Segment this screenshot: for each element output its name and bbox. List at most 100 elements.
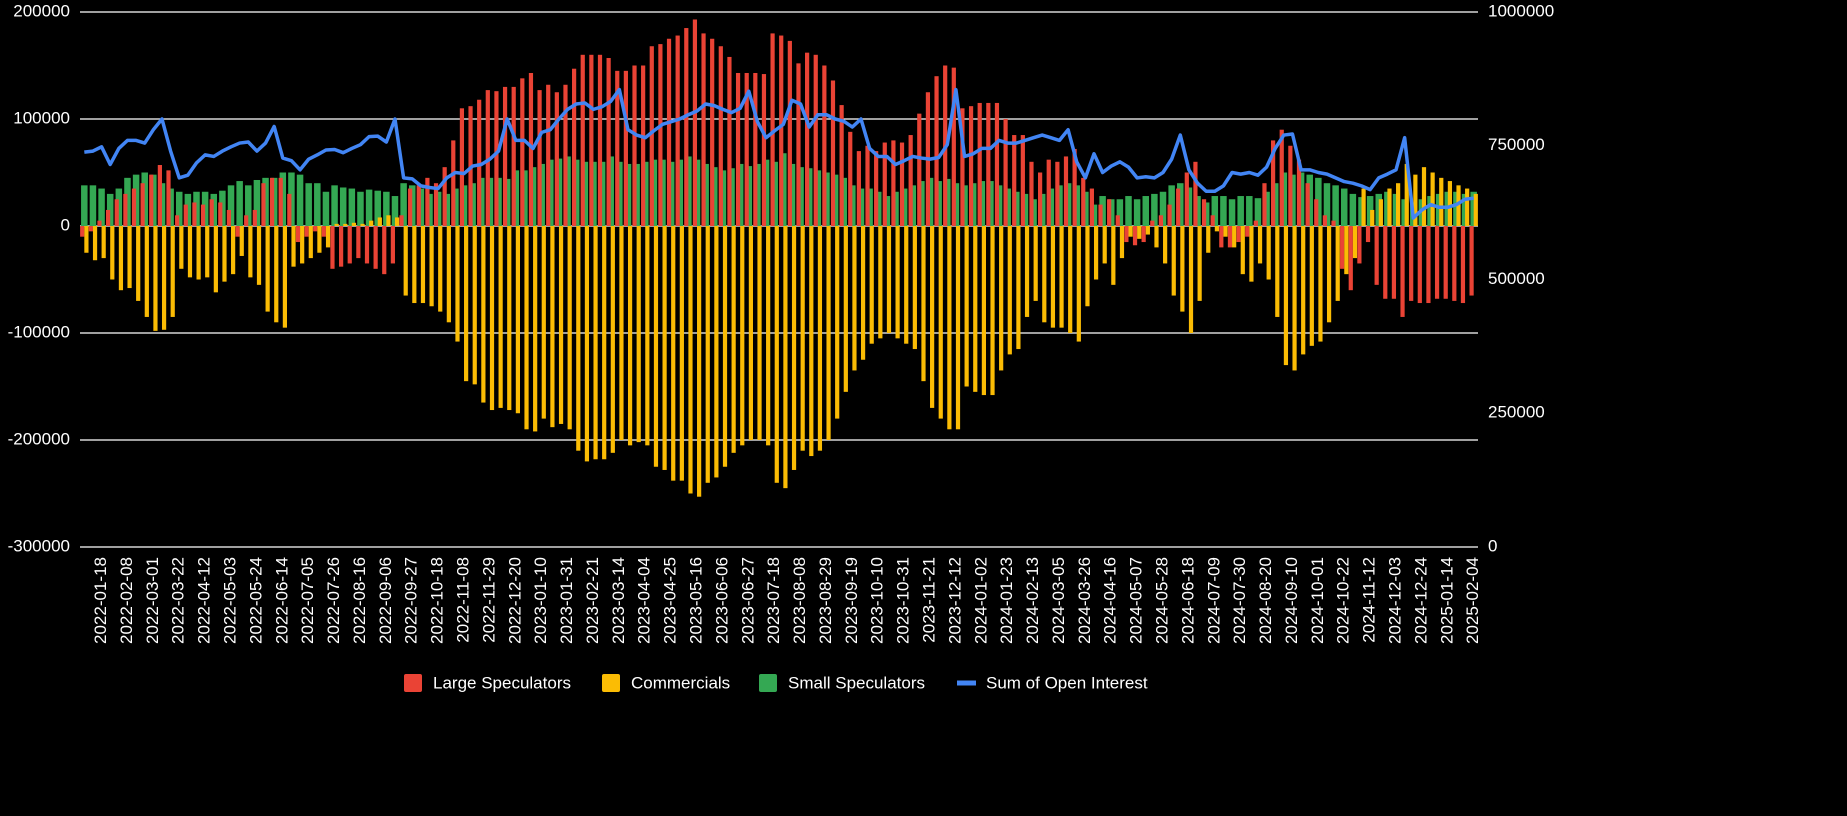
bar — [1024, 226, 1030, 317]
bar — [314, 183, 321, 226]
bar — [796, 63, 801, 226]
bar — [731, 226, 736, 453]
bar — [1220, 196, 1227, 226]
x-tick-label: 2023-04-25 — [661, 557, 680, 644]
bar — [1331, 220, 1336, 226]
bar — [1102, 226, 1107, 264]
bar — [727, 56, 732, 226]
bar — [205, 226, 210, 278]
bar — [1047, 188, 1055, 226]
bar — [97, 220, 102, 226]
bar — [1262, 183, 1267, 226]
x-tick-label: 2023-02-21 — [583, 557, 602, 644]
bar — [1348, 226, 1353, 291]
bar — [472, 226, 477, 385]
bar — [305, 183, 312, 226]
bar — [253, 179, 261, 226]
bar — [114, 199, 119, 226]
bar — [80, 226, 85, 237]
bar — [244, 215, 249, 226]
bar — [735, 72, 741, 227]
bar — [507, 226, 512, 411]
bar — [990, 226, 995, 396]
bar — [451, 140, 456, 226]
bar — [1309, 226, 1314, 346]
bar — [1133, 199, 1141, 226]
bar — [494, 91, 499, 227]
bar — [351, 222, 357, 226]
bar — [1426, 226, 1431, 304]
bar — [1246, 196, 1253, 226]
bar — [1116, 199, 1124, 226]
bar — [1076, 226, 1081, 342]
x-tick-label: 2022-04-12 — [195, 557, 214, 644]
bar — [1050, 226, 1056, 328]
bar — [498, 226, 503, 408]
bar — [632, 65, 637, 226]
bar — [144, 226, 149, 317]
bar — [382, 226, 387, 275]
bar — [1055, 161, 1060, 226]
bar — [1365, 226, 1371, 243]
bar — [399, 215, 404, 226]
bar — [567, 226, 572, 430]
bar — [779, 35, 784, 226]
bar — [584, 226, 590, 462]
legend-label: Small Speculators — [788, 673, 925, 692]
bar — [960, 108, 965, 226]
bar — [848, 131, 853, 226]
bar — [999, 226, 1004, 371]
bar — [356, 226, 361, 259]
bar — [1396, 183, 1401, 226]
bar — [1275, 226, 1280, 317]
bar — [1030, 199, 1037, 226]
bar — [744, 72, 749, 227]
bar — [1335, 226, 1340, 301]
x-tick-label: 2024-02-13 — [1023, 557, 1042, 644]
bar — [1439, 177, 1444, 226]
bar — [1469, 226, 1474, 296]
bar — [1193, 161, 1198, 226]
bar — [1068, 226, 1073, 333]
bar — [697, 226, 702, 497]
bar — [161, 226, 167, 330]
bar — [1378, 199, 1383, 226]
bar — [817, 226, 823, 451]
bar — [904, 226, 909, 344]
bar — [865, 145, 870, 226]
bar — [684, 28, 689, 226]
bar — [839, 105, 844, 226]
x-tick-label: 2024-04-16 — [1101, 557, 1120, 644]
bar — [377, 217, 382, 226]
bar — [830, 80, 836, 226]
y-tick-label: 100000 — [13, 108, 70, 127]
x-tick-label: 2022-05-03 — [221, 557, 240, 644]
bar — [196, 226, 201, 280]
bar — [1197, 226, 1202, 301]
x-tick-label: 2023-01-31 — [557, 557, 576, 644]
bar — [373, 226, 378, 269]
bar — [835, 226, 840, 419]
bar — [157, 165, 162, 226]
bar — [1417, 226, 1422, 304]
bar — [261, 183, 266, 226]
bar — [429, 226, 434, 307]
bar — [1012, 135, 1017, 226]
line — [84, 87, 1474, 220]
bar — [1301, 226, 1306, 355]
bar — [1125, 196, 1132, 226]
bar — [1340, 226, 1345, 269]
bar — [1322, 215, 1327, 226]
bar — [1296, 159, 1302, 226]
x-tick-label: 2024-12-03 — [1386, 557, 1405, 644]
bar — [860, 226, 866, 360]
bar — [986, 102, 991, 226]
bar — [636, 226, 641, 443]
bar — [1240, 226, 1245, 275]
bar — [826, 226, 831, 440]
bar — [118, 226, 124, 291]
bar — [722, 226, 728, 467]
bar — [1283, 226, 1289, 366]
bar — [391, 196, 399, 226]
bar — [1288, 145, 1293, 226]
